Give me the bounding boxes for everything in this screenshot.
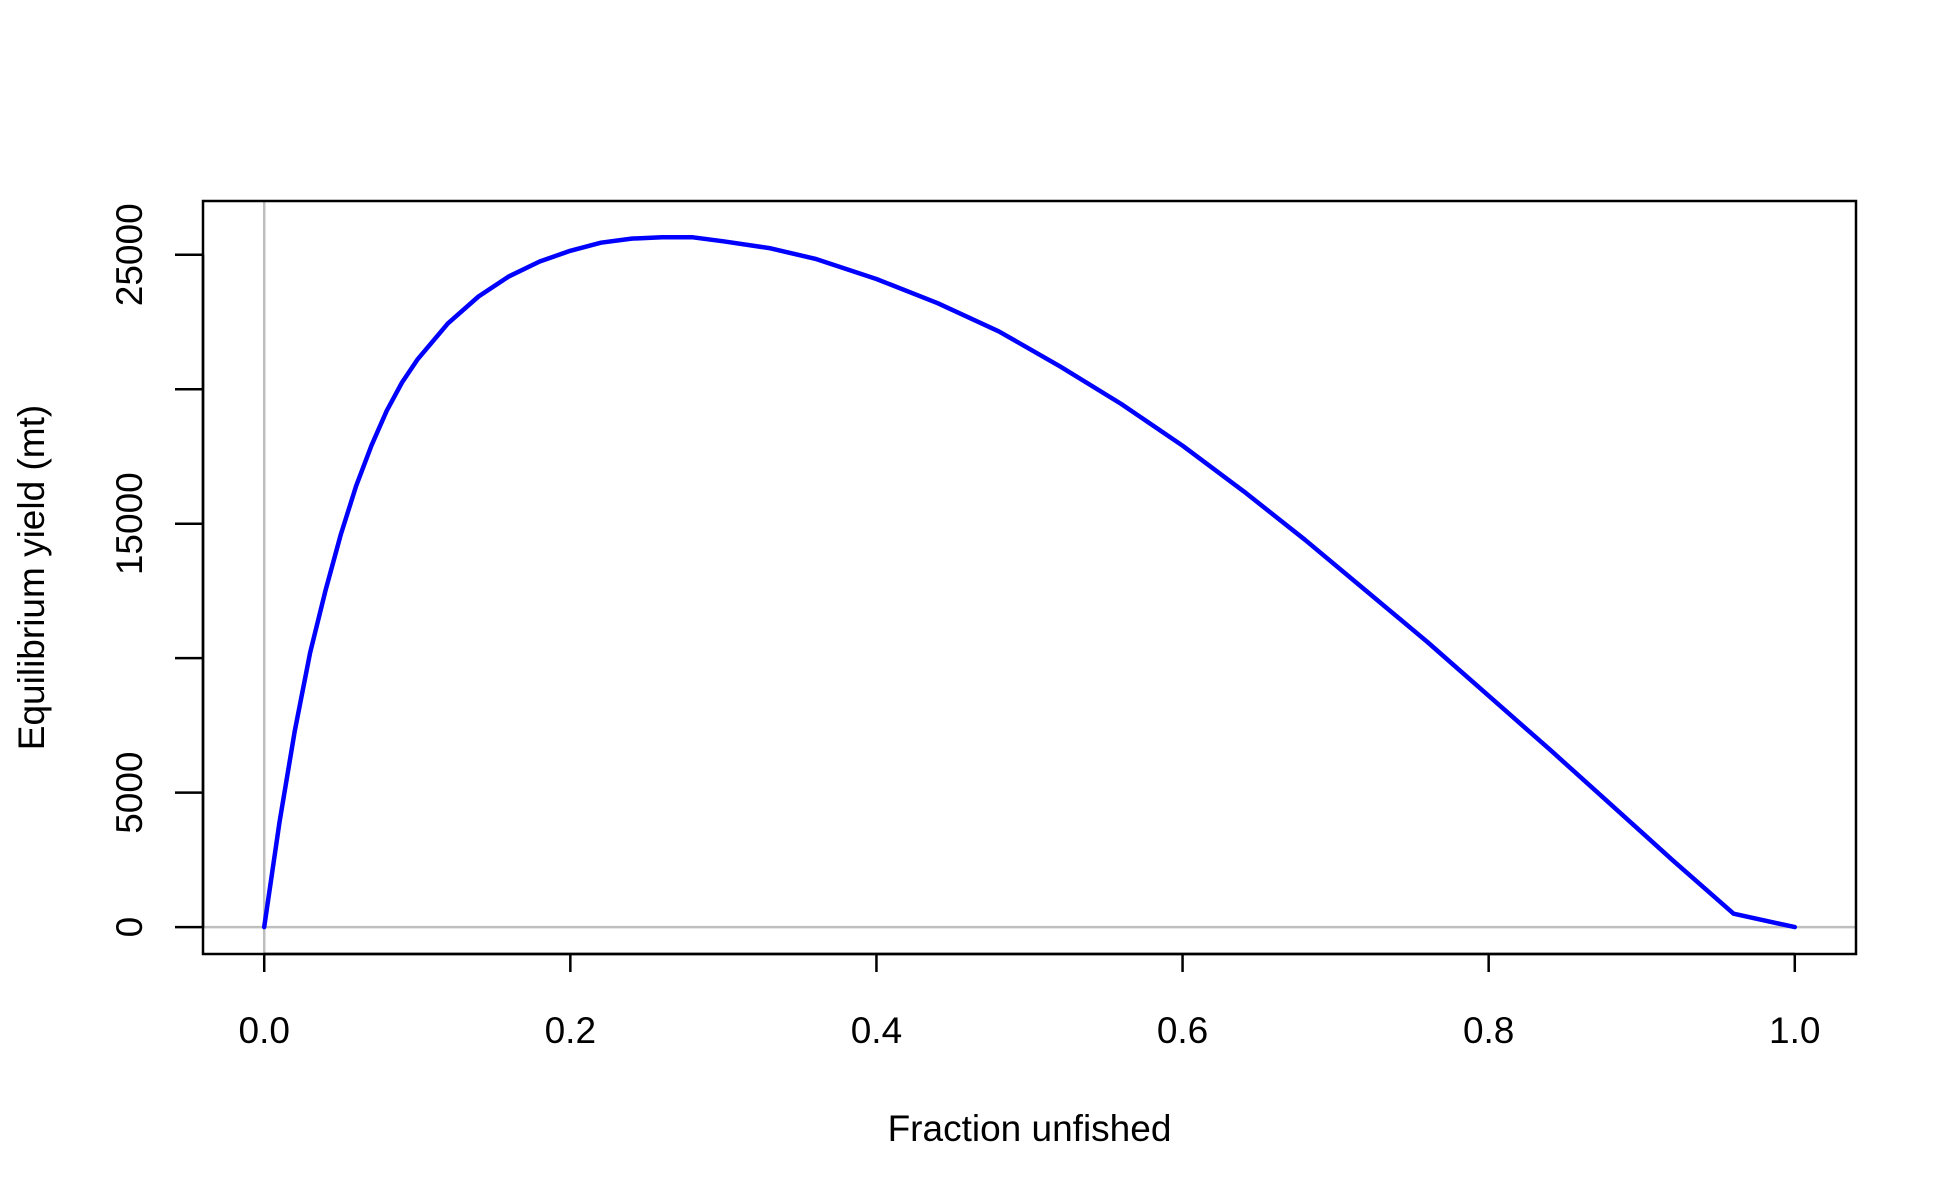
y-axis-title: Equilibrium yield (mt) [11, 405, 52, 750]
y-tick-label: 25000 [109, 203, 150, 306]
y-tick-label: 5000 [109, 751, 150, 833]
x-tick-label: 0.0 [239, 1010, 290, 1051]
x-tick-label: 0.4 [851, 1010, 902, 1051]
x-tick-label: 0.2 [545, 1010, 596, 1051]
x-tick-label: 0.8 [1463, 1010, 1514, 1051]
x-tick-label: 0.6 [1157, 1010, 1208, 1051]
y-tick-label: 0 [109, 917, 150, 938]
reference-lines [203, 201, 1856, 954]
y-axis: 0 5000 15000 25000 [109, 203, 205, 938]
x-axis: 0.0 0.2 0.4 0.6 0.8 1.0 [239, 952, 1820, 1051]
x-axis-title: Fraction unfished [888, 1108, 1172, 1149]
plot-frame [201, 199, 1858, 956]
x-tick-label: 1.0 [1769, 1010, 1820, 1051]
yield-curve-line [261, 235, 1798, 930]
y-tick-label: 15000 [109, 472, 150, 575]
series-layer [261, 235, 1798, 930]
